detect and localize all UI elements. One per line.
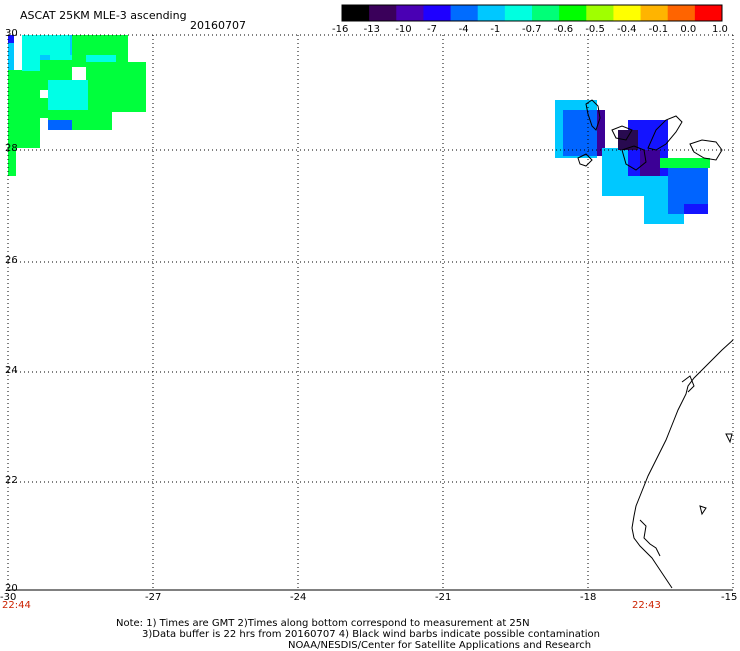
colorbar-label: -10 (395, 24, 412, 35)
data-cells (8, 35, 710, 224)
data-cell (618, 130, 638, 150)
data-cell (660, 158, 710, 168)
map-date: 20160707 (190, 19, 246, 32)
islet-1 (725, 433, 733, 444)
data-cell (8, 70, 16, 176)
lon-label: -21 (435, 592, 452, 603)
lat-lon-grid (7, 34, 734, 591)
lat-label: 28 (5, 143, 18, 154)
data-cell (8, 35, 14, 43)
data-cell (640, 150, 660, 176)
lat-label: 26 (5, 255, 18, 266)
colorbar-segment (450, 5, 479, 21)
data-cell (684, 204, 708, 214)
lat-label: 22 (5, 475, 18, 486)
lat-label: 24 (5, 365, 18, 376)
colorbar-label: -16 (332, 24, 349, 35)
data-cell (48, 80, 88, 110)
lon-label: -30 (0, 592, 17, 603)
colorbar-label: -0.4 (617, 24, 637, 35)
map-title: ASCAT 25KM MLE-3 ascending (20, 9, 187, 22)
colorbar-segment (694, 5, 723, 21)
data-cell (72, 110, 112, 130)
colorbar-label: -7 (427, 24, 437, 35)
data-cell (14, 120, 40, 148)
colorbar-label: -1 (490, 24, 501, 35)
colorbar-segment (423, 5, 452, 21)
lon-label: -15 (721, 592, 738, 603)
colorbar-segment (504, 5, 533, 21)
colorbar-segment (369, 5, 397, 21)
bay-detail (639, 519, 661, 557)
island-gran-canaria (621, 145, 647, 171)
colorbar-frame (341, 4, 723, 22)
colorbar-label: 0.0 (680, 24, 697, 35)
data-cell (8, 43, 14, 71)
colorbar-label: -13 (363, 24, 380, 35)
colorbar-segment (532, 5, 560, 21)
data-cell (86, 62, 146, 112)
lat-label: 20 (5, 583, 18, 594)
data-cell (563, 110, 597, 156)
colorbar-segment (396, 5, 424, 21)
lon-label: -27 (145, 592, 162, 603)
colorbar-segment (342, 5, 370, 21)
lon-label: -24 (290, 592, 307, 603)
note-line-3: NOAA/NESDIS/Center for Satellite Applica… (288, 640, 592, 651)
island-la-palma (585, 99, 601, 131)
island-tenerife (611, 125, 633, 141)
data-cell (30, 98, 48, 118)
colorbar-segment (613, 5, 642, 21)
africa-coastline (631, 339, 734, 589)
lon-label: -18 (580, 592, 597, 603)
island-lanzarote (689, 139, 723, 161)
lat-label: 30 (5, 28, 18, 39)
colorbar-label: -0.7 (522, 24, 542, 35)
data-cell (48, 120, 72, 130)
colorbar-segment (559, 5, 587, 21)
end-time: 22:43 (632, 600, 661, 611)
colorbar (341, 4, 723, 22)
coastline (577, 99, 734, 589)
colorbar-label: -0.5 (585, 24, 605, 35)
colorbar-segment (477, 5, 506, 21)
note-line-2: 3)Data buffer is 22 hrs from 20160707 4)… (142, 629, 600, 640)
africa-inlet (681, 375, 695, 393)
islet-2 (699, 505, 707, 516)
colorbar-segment (586, 5, 614, 21)
colorbar-segment (640, 5, 669, 21)
start-time: 22:44 (2, 600, 31, 611)
colorbar-label: 1.0 (712, 24, 728, 35)
note-line-1: Note: 1) Times are GMT 2)Times along bot… (116, 618, 530, 629)
data-cell (597, 110, 605, 156)
colorbar-label: -0.1 (648, 24, 669, 35)
island-fuerteventura (647, 115, 683, 151)
colorbar-label: -0.6 (553, 24, 574, 35)
island-gomera (577, 153, 593, 167)
colorbar-label: -4 (458, 24, 469, 35)
colorbar-segment (667, 5, 696, 21)
